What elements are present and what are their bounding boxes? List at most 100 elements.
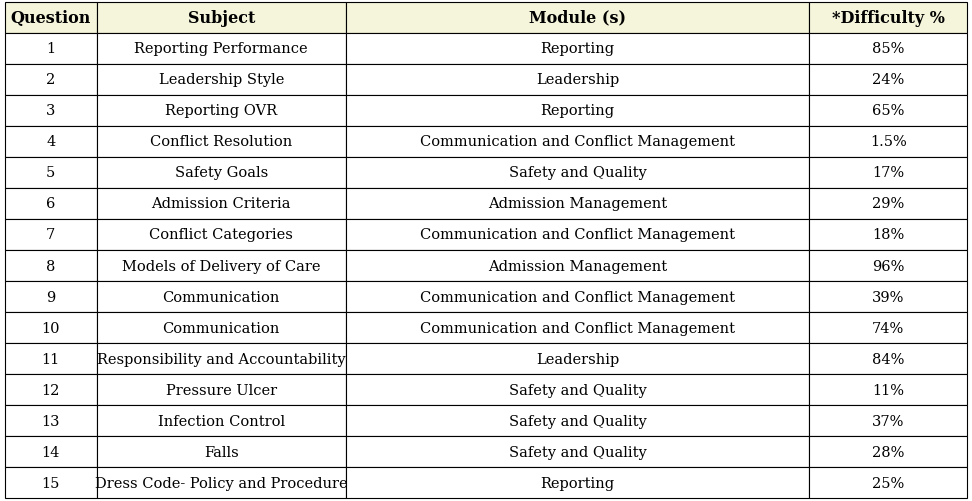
Text: 39%: 39% xyxy=(872,290,904,304)
Text: Question: Question xyxy=(11,10,90,27)
Text: 1.5%: 1.5% xyxy=(870,135,907,149)
Bar xyxy=(810,436,967,467)
Bar xyxy=(346,374,810,405)
Bar xyxy=(96,188,346,219)
Text: 65%: 65% xyxy=(872,104,904,118)
Text: 12: 12 xyxy=(42,383,60,397)
Bar xyxy=(5,65,96,96)
Text: Admission Management: Admission Management xyxy=(488,259,667,273)
Text: 17%: 17% xyxy=(872,166,904,180)
Bar xyxy=(96,219,346,250)
Text: 15: 15 xyxy=(42,476,60,490)
Text: Leadership: Leadership xyxy=(536,73,619,87)
Text: Models of Delivery of Care: Models of Delivery of Care xyxy=(122,259,321,273)
Text: 11: 11 xyxy=(42,352,60,366)
Bar xyxy=(810,65,967,96)
Text: Reporting: Reporting xyxy=(540,476,614,490)
Text: Conflict Categories: Conflict Categories xyxy=(150,228,294,242)
Text: Reporting OVR: Reporting OVR xyxy=(165,104,277,118)
Bar xyxy=(5,282,96,313)
Text: 96%: 96% xyxy=(872,259,904,273)
Bar xyxy=(810,188,967,219)
Text: 18%: 18% xyxy=(872,228,904,242)
Text: 37%: 37% xyxy=(872,414,904,428)
Bar xyxy=(346,250,810,282)
Text: Admission Management: Admission Management xyxy=(488,197,667,211)
Bar xyxy=(810,467,967,498)
Text: 7: 7 xyxy=(46,228,55,242)
Text: Safety and Quality: Safety and Quality xyxy=(508,414,646,428)
Bar xyxy=(346,344,810,375)
Text: 10: 10 xyxy=(42,321,60,335)
Bar xyxy=(346,96,810,126)
Text: Leadership Style: Leadership Style xyxy=(158,73,284,87)
Text: Module (s): Module (s) xyxy=(529,10,626,27)
Bar xyxy=(5,374,96,405)
Bar xyxy=(346,188,810,219)
Text: Safety Goals: Safety Goals xyxy=(175,166,268,180)
Bar xyxy=(96,405,346,436)
Text: Communication and Conflict Management: Communication and Conflict Management xyxy=(420,135,735,149)
Text: Dress Code- Policy and Procedure: Dress Code- Policy and Procedure xyxy=(95,476,348,490)
Bar xyxy=(810,344,967,375)
Bar xyxy=(346,65,810,96)
Bar xyxy=(5,34,96,65)
Text: Responsibility and Accountability: Responsibility and Accountability xyxy=(97,352,346,366)
Bar xyxy=(96,250,346,282)
Bar xyxy=(5,188,96,219)
Bar xyxy=(96,313,346,344)
Bar xyxy=(810,282,967,313)
Text: Infection Control: Infection Control xyxy=(157,414,285,428)
Bar xyxy=(96,157,346,188)
Bar xyxy=(810,157,967,188)
Bar xyxy=(5,467,96,498)
Text: Pressure Ulcer: Pressure Ulcer xyxy=(165,383,277,397)
Text: 1: 1 xyxy=(46,42,55,56)
Bar xyxy=(346,34,810,65)
Bar xyxy=(96,96,346,126)
Text: Communication and Conflict Management: Communication and Conflict Management xyxy=(420,321,735,335)
Text: 5: 5 xyxy=(46,166,55,180)
Bar xyxy=(346,157,810,188)
Bar xyxy=(810,313,967,344)
Bar xyxy=(96,467,346,498)
Bar xyxy=(346,3,810,34)
Text: Reporting: Reporting xyxy=(540,42,614,56)
Bar xyxy=(5,157,96,188)
Text: 2: 2 xyxy=(46,73,55,87)
Text: Communication: Communication xyxy=(162,290,280,304)
Bar xyxy=(96,436,346,467)
Text: 4: 4 xyxy=(46,135,55,149)
Bar xyxy=(346,436,810,467)
Text: 8: 8 xyxy=(46,259,55,273)
Bar xyxy=(5,126,96,157)
Bar xyxy=(810,34,967,65)
Bar xyxy=(346,282,810,313)
Text: Admission Criteria: Admission Criteria xyxy=(152,197,291,211)
Text: Communication and Conflict Management: Communication and Conflict Management xyxy=(420,228,735,242)
Bar xyxy=(5,436,96,467)
Text: Reporting: Reporting xyxy=(540,104,614,118)
Bar xyxy=(810,219,967,250)
Bar xyxy=(96,34,346,65)
Text: 84%: 84% xyxy=(872,352,904,366)
Text: Conflict Resolution: Conflict Resolution xyxy=(150,135,293,149)
Bar xyxy=(810,3,967,34)
Text: 9: 9 xyxy=(46,290,55,304)
Bar xyxy=(810,374,967,405)
Bar xyxy=(5,250,96,282)
Bar xyxy=(5,405,96,436)
Text: Reporting Performance: Reporting Performance xyxy=(134,42,308,56)
Bar xyxy=(810,126,967,157)
Bar xyxy=(96,374,346,405)
Bar xyxy=(346,405,810,436)
Bar xyxy=(810,250,967,282)
Bar xyxy=(96,282,346,313)
Text: 74%: 74% xyxy=(872,321,904,335)
Bar xyxy=(96,65,346,96)
Bar xyxy=(346,467,810,498)
Bar xyxy=(5,344,96,375)
Text: 6: 6 xyxy=(46,197,55,211)
Bar xyxy=(96,344,346,375)
Bar xyxy=(346,219,810,250)
